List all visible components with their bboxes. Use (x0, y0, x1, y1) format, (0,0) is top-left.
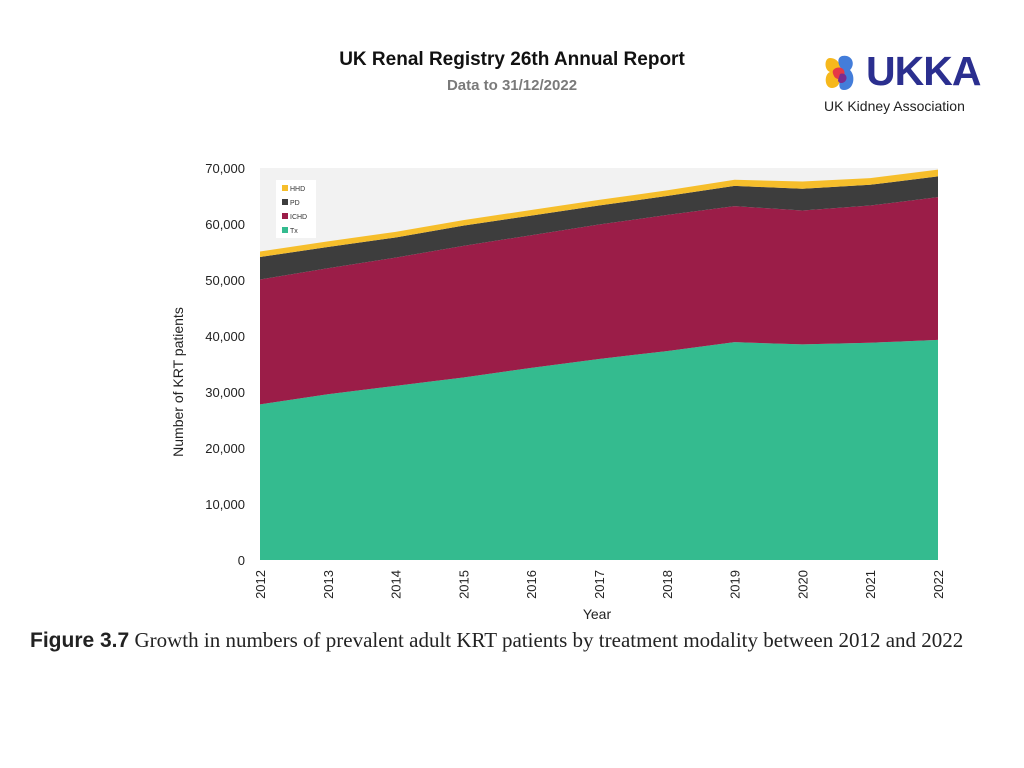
legend-swatch-ichd (282, 213, 288, 219)
series-areas (260, 169, 938, 560)
y-tick-label: 10,000 (205, 497, 245, 512)
logo-subtitle: UK Kidney Association (824, 98, 965, 114)
area-ichd (260, 197, 938, 405)
x-tick-label: 2012 (253, 570, 268, 599)
y-tick-label: 70,000 (205, 161, 245, 176)
y-axis-label: Number of KRT patients (170, 307, 186, 457)
x-tick-label: 2017 (592, 570, 607, 599)
x-tick-label: 2013 (321, 570, 336, 599)
x-tick-label: 2022 (931, 570, 946, 599)
x-tick-label: 2016 (524, 570, 539, 599)
x-axis-label: Year (583, 606, 612, 622)
logo-shape-purple (838, 73, 847, 83)
figure-caption: Figure 3.7 Growth in numbers of prevalen… (30, 628, 963, 653)
legend: HHD PD ICHD Tx (276, 180, 316, 238)
figure-caption-label: Figure 3.7 (30, 629, 130, 652)
legend-swatch-tx (282, 227, 288, 233)
figure-caption-text: Growth in numbers of prevalent adult KRT… (129, 628, 964, 652)
ukka-logo-icon (825, 55, 854, 90)
legend-label-tx: Tx (290, 228, 298, 235)
legend-label-hhd: HHD (290, 186, 305, 193)
y-tick-label: 30,000 (205, 385, 245, 400)
area-chart: 0 10,000 20,000 30,000 40,000 50,000 60,000 70,… (170, 161, 946, 622)
x-tick-label: 2014 (389, 570, 404, 599)
y-tick-label: 60,000 (205, 217, 245, 232)
area-hhd (260, 169, 938, 258)
report-subtitle: Data to 31/12/2022 (446, 77, 578, 94)
x-axis-ticks: 2012 2013 2014 2015 2016 2017 2018 2019 2020 2021… (253, 570, 946, 599)
legend-label-ichd: ICHD (290, 214, 307, 221)
y-tick-label: 0 (238, 553, 245, 568)
x-tick-label: 2020 (795, 570, 810, 599)
x-tick-label: 2019 (728, 570, 743, 599)
legend-swatch-pd (282, 199, 288, 205)
area-pd (260, 176, 938, 280)
area-tx (260, 339, 938, 560)
x-tick-label: 2018 (660, 570, 675, 599)
y-axis-ticks: 0 10,000 20,000 30,000 40,000 50,000 60,000 70,… (205, 161, 245, 568)
legend-swatch-hhd (282, 185, 288, 191)
y-tick-label: 50,000 (205, 273, 245, 288)
legend-label-pd: PD (290, 200, 300, 207)
x-tick-label: 2015 (456, 570, 471, 599)
report-title: UK Renal Registry 26th Annual Report (339, 49, 685, 70)
x-tick-label: 2021 (863, 570, 878, 599)
ukka-logo: UKKA UK Kidney Association (822, 48, 994, 120)
y-tick-label: 40,000 (205, 329, 245, 344)
y-tick-label: 20,000 (205, 441, 245, 456)
logo-wordmark: UKKA (866, 48, 981, 94)
